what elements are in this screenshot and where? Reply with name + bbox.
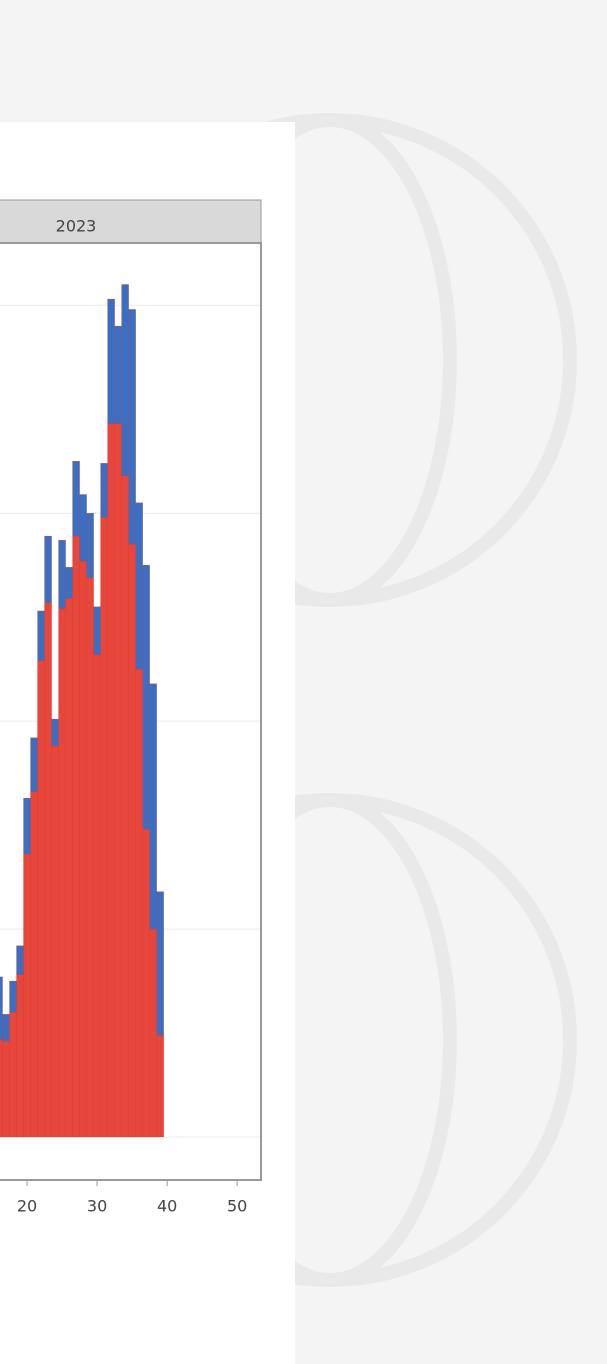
bar [58, 540, 66, 610]
bar [58, 608, 66, 1138]
bar [9, 980, 17, 1013]
bar [79, 560, 87, 1138]
bar [44, 602, 52, 1138]
bar [93, 654, 101, 1138]
bar [149, 928, 157, 1138]
x-tick-label: 20 [17, 1197, 37, 1216]
bar [79, 494, 87, 562]
bar [135, 669, 143, 1138]
bar [100, 463, 108, 518]
bar [2, 1014, 10, 1042]
bar [156, 891, 164, 1036]
bar [86, 577, 94, 1138]
bar [30, 791, 38, 1138]
bar [9, 1012, 17, 1138]
bar [16, 945, 24, 975]
bar [121, 284, 129, 476]
x-tick-label: 50 [227, 1197, 247, 1216]
bar [107, 298, 115, 424]
bar [135, 502, 143, 670]
x-tick-label: 40 [157, 1197, 177, 1216]
bar [142, 829, 150, 1138]
bar [86, 513, 94, 578]
bar [51, 718, 59, 747]
bar [142, 565, 150, 830]
bar [37, 610, 45, 662]
bar [156, 1034, 164, 1138]
bar [93, 606, 101, 655]
bar [65, 598, 73, 1138]
panel-border [0, 242, 262, 1181]
bar [114, 423, 122, 1138]
bar [2, 1041, 10, 1138]
bar [114, 325, 122, 424]
bar [30, 737, 38, 792]
bar [44, 535, 52, 603]
bar [0, 1039, 3, 1138]
bar [65, 567, 73, 599]
facet-label: 2023 [56, 217, 97, 236]
x-tick-label: 30 [87, 1197, 107, 1216]
facet-strip [0, 199, 262, 244]
bar [0, 976, 3, 1040]
bar [128, 309, 136, 545]
bar [121, 475, 129, 1138]
bar [149, 683, 157, 930]
bar [23, 854, 31, 1138]
bar [107, 423, 115, 1138]
bar [37, 660, 45, 1138]
bar [100, 517, 108, 1138]
bar [16, 974, 24, 1138]
bar [51, 745, 59, 1138]
bar [23, 797, 31, 855]
bar [72, 461, 80, 537]
bar [72, 535, 80, 1138]
bar [128, 544, 136, 1138]
